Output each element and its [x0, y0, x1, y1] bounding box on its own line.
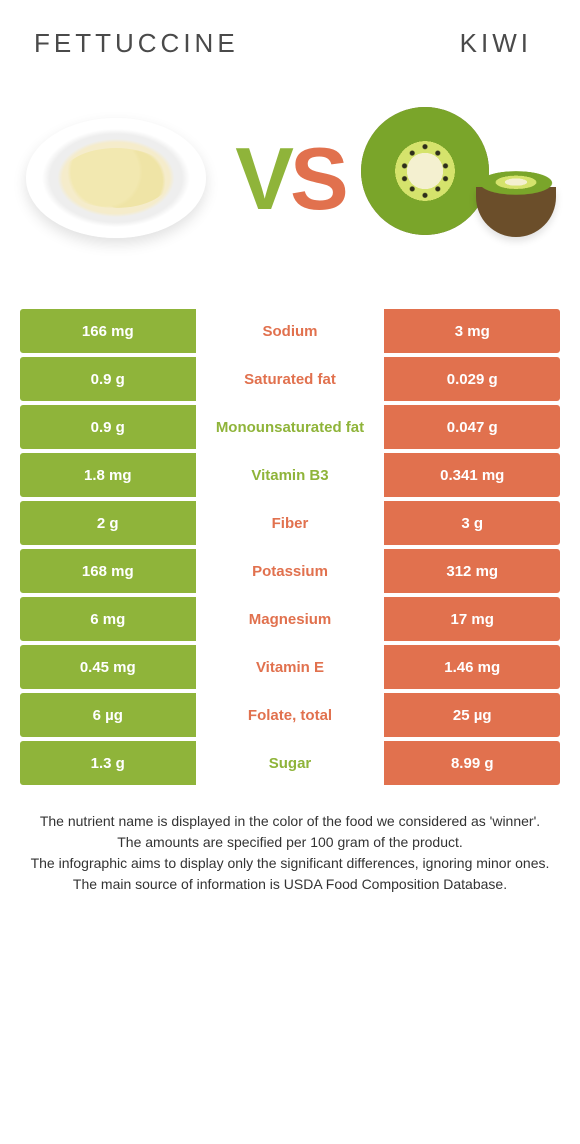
value-left: 6 mg: [18, 595, 198, 643]
nutrient-label: Sugar: [198, 739, 383, 787]
value-right: 17 mg: [382, 595, 562, 643]
value-left: 166 mg: [18, 307, 198, 355]
hero-image-row: VS: [16, 69, 564, 289]
table-row: 168 mgPotassium312 mg: [18, 547, 562, 595]
nutrient-label: Magnesium: [198, 595, 383, 643]
nutrient-label: Vitamin B3: [198, 451, 383, 499]
value-right: 0.047 g: [382, 403, 562, 451]
value-right: 3 g: [382, 499, 562, 547]
value-right: 3 mg: [382, 307, 562, 355]
value-left: 0.9 g: [18, 403, 198, 451]
table-row: 2 gFiber3 g: [18, 499, 562, 547]
value-right: 25 µg: [382, 691, 562, 739]
value-left: 168 mg: [18, 547, 198, 595]
footnotes: The nutrient name is displayed in the co…: [0, 787, 580, 907]
kiwi-image: [361, 89, 556, 279]
value-right: 8.99 g: [382, 739, 562, 787]
value-left: 1.8 mg: [18, 451, 198, 499]
value-right: 0.029 g: [382, 355, 562, 403]
table-row: 1.3 gSugar8.99 g: [18, 739, 562, 787]
nutrient-label: Potassium: [198, 547, 383, 595]
footnote-line: The nutrient name is displayed in the co…: [30, 811, 550, 832]
table-row: 0.9 gMonounsaturated fat0.047 g: [18, 403, 562, 451]
nutrient-label: Folate, total: [198, 691, 383, 739]
title-row: FETTUCCINE KIWI: [0, 0, 580, 69]
nutrient-label: Saturated fat: [198, 355, 383, 403]
nutrient-label: Fiber: [198, 499, 383, 547]
value-left: 6 µg: [18, 691, 198, 739]
value-left: 0.9 g: [18, 355, 198, 403]
value-left: 1.3 g: [18, 739, 198, 787]
food-title-left: FETTUCCINE: [34, 28, 239, 59]
table-row: 6 µgFolate, total25 µg: [18, 691, 562, 739]
footnote-line: The main source of information is USDA F…: [30, 874, 550, 895]
table-row: 1.8 mgVitamin B30.341 mg: [18, 451, 562, 499]
vs-s: S: [290, 129, 345, 228]
vs-label: VS: [235, 128, 344, 230]
nutrient-label: Monounsaturated fat: [198, 403, 383, 451]
nutrient-table: 166 mgSodium3 mg0.9 gSaturated fat0.029 …: [18, 307, 562, 787]
nutrient-label: Vitamin E: [198, 643, 383, 691]
footnote-line: The amounts are specified per 100 gram o…: [30, 832, 550, 853]
table-row: 0.45 mgVitamin E1.46 mg: [18, 643, 562, 691]
vs-v: V: [235, 129, 290, 228]
value-right: 0.341 mg: [382, 451, 562, 499]
value-right: 1.46 mg: [382, 643, 562, 691]
fettuccine-image: [16, 83, 216, 273]
value-right: 312 mg: [382, 547, 562, 595]
table-row: 166 mgSodium3 mg: [18, 307, 562, 355]
value-left: 0.45 mg: [18, 643, 198, 691]
value-left: 2 g: [18, 499, 198, 547]
nutrient-label: Sodium: [198, 307, 383, 355]
table-row: 0.9 gSaturated fat0.029 g: [18, 355, 562, 403]
footnote-line: The infographic aims to display only the…: [30, 853, 550, 874]
food-title-right: KIWI: [460, 28, 532, 59]
table-row: 6 mgMagnesium17 mg: [18, 595, 562, 643]
